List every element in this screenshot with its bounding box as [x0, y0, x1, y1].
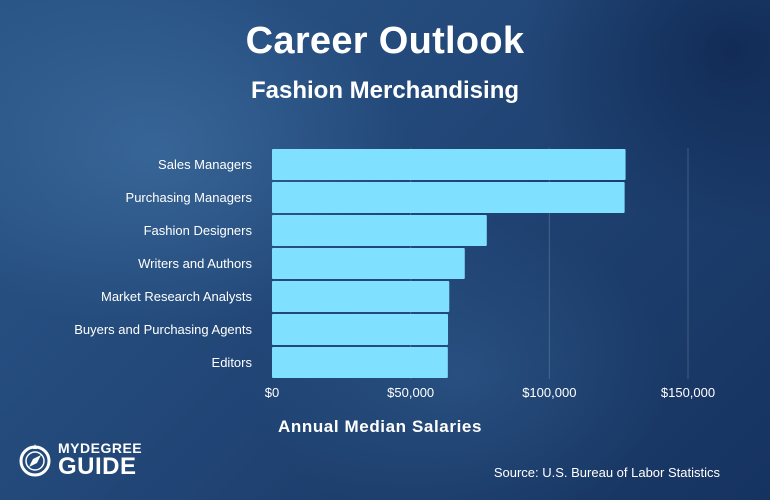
bar	[272, 248, 465, 279]
bar	[272, 314, 449, 345]
category-label: Purchasing Managers	[126, 190, 253, 205]
bar	[272, 182, 625, 213]
chart-subtitle: Fashion Merchandising	[250, 77, 520, 104]
chart-title: Career Outlook	[245, 20, 525, 62]
category-label: Writers and Authors	[138, 256, 252, 271]
source-note: Source: U.S. Bureau of Labor Statistics	[493, 465, 720, 480]
category-label: Buyers and Purchasing Agents	[74, 322, 252, 337]
compass-logo-icon	[19, 444, 51, 477]
x-tick-label: $150,000	[661, 385, 715, 400]
logo-text-top: MYDEGREE	[58, 440, 143, 456]
category-label: Market Research Analysts	[101, 289, 253, 304]
category-label: Editors	[212, 355, 253, 370]
x-axis-label: Annual Median Salaries	[277, 417, 483, 436]
x-tick-label: $0	[265, 385, 279, 400]
bar	[272, 281, 450, 312]
x-tick-label: $50,000	[387, 385, 434, 400]
bar	[272, 215, 487, 246]
x-tick-label: $100,000	[522, 385, 576, 400]
logo-text-bottom: GUIDE	[58, 453, 137, 480]
category-label: Sales Managers	[158, 157, 252, 172]
category-label: Fashion Designers	[144, 223, 253, 238]
mydegreeguide-logo: MYDEGREE GUIDE	[18, 441, 142, 479]
bar	[272, 347, 448, 378]
bar	[272, 149, 626, 180]
